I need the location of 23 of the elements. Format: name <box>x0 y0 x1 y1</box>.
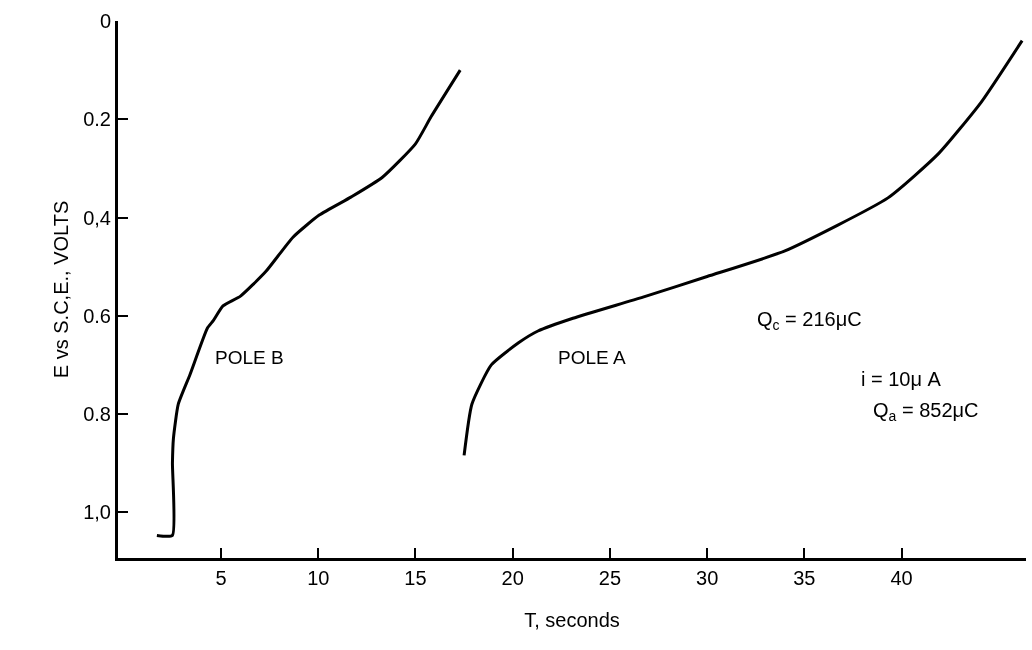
x-tick-label: 10 <box>307 567 330 589</box>
annotation: Q$_{c}$ = 216μC <box>757 308 862 334</box>
x-tick-label: 35 <box>793 567 816 589</box>
series-label: POLE B <box>215 347 284 368</box>
x-tick-label: 20 <box>501 567 524 589</box>
x-tick-label: 25 <box>598 567 622 589</box>
y-tick-label: 0,4 <box>83 206 111 229</box>
y-tick-label: 0.6 <box>83 304 111 327</box>
y-axis-title: E vs S.C,E., VOLTS <box>49 200 72 379</box>
line-series <box>462 39 1024 457</box>
annotation: i = 10μ A <box>861 368 942 390</box>
x-tick-label: 5 <box>215 567 227 589</box>
x-tick-label: 40 <box>890 567 913 589</box>
y-tick-label: 0 <box>99 10 111 32</box>
y-tick-label: 0.2 <box>83 108 111 131</box>
y-tick-label: 0.8 <box>83 403 111 426</box>
x-axis-title: T, seconds <box>524 608 620 631</box>
line-series <box>155 68 462 538</box>
series-label: POLE A <box>558 347 626 368</box>
annotation: Q$_{a}$ = 852μC <box>873 399 979 425</box>
y-tick-label: 1,0 <box>83 501 111 524</box>
x-tick-label: 15 <box>404 567 427 589</box>
x-tick-label: 30 <box>696 567 719 589</box>
